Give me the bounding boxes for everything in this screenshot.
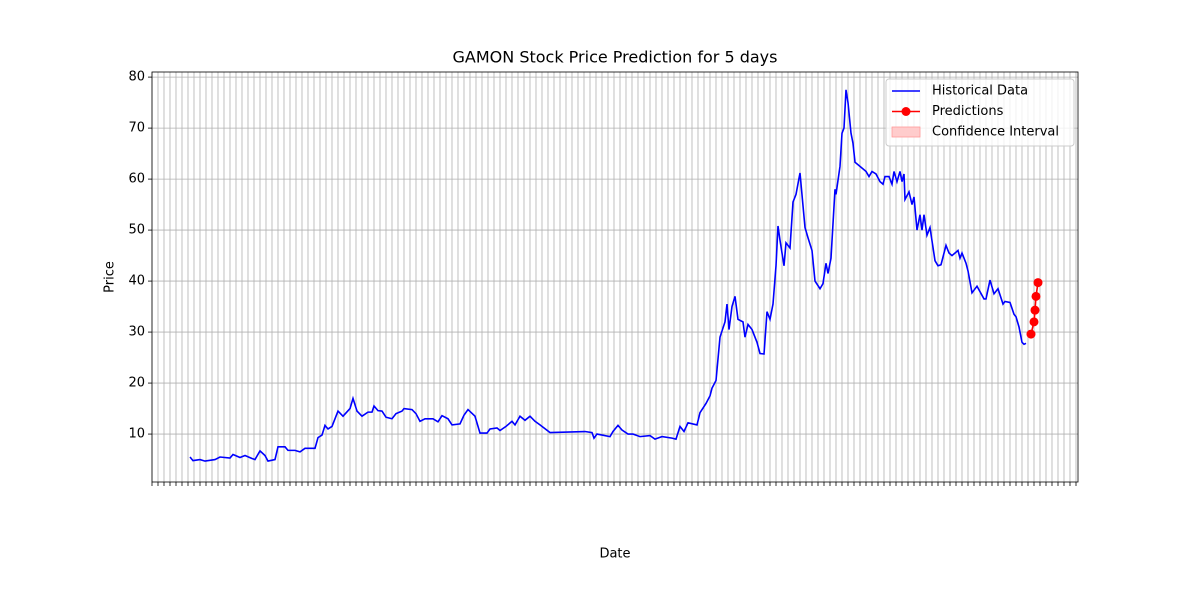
- legend-label: Historical Data: [932, 84, 1028, 99]
- plot-frame: [151, 71, 1079, 483]
- y-axis-label: Price: [103, 261, 118, 293]
- legend-box: [885, 78, 1075, 147]
- chart-title: GAMON Stock Price Prediction for 5 days: [453, 48, 778, 67]
- legend-label: Confidence Interval: [932, 125, 1059, 140]
- y-tick-label: 50: [128, 223, 145, 238]
- x-axis-label: Date: [599, 547, 630, 562]
- data-line: [189, 89, 1027, 463]
- legend-label: Predictions: [932, 104, 1004, 119]
- data-point: [1029, 317, 1039, 327]
- y-tick-label: 70: [128, 121, 145, 136]
- y-tick-label: 60: [128, 172, 145, 187]
- legend-swatch: [891, 126, 921, 138]
- data-point: [1030, 305, 1040, 315]
- legend-marker: [901, 107, 911, 116]
- data-point: [1031, 291, 1041, 301]
- y-tick-label: 20: [128, 376, 145, 391]
- y-tick-label: 10: [128, 427, 145, 442]
- y-tick-label: 80: [128, 70, 145, 85]
- y-tick-label: 30: [128, 325, 145, 340]
- data-point: [1026, 329, 1036, 339]
- data-point: [1033, 278, 1043, 288]
- y-tick-label: 40: [128, 274, 145, 289]
